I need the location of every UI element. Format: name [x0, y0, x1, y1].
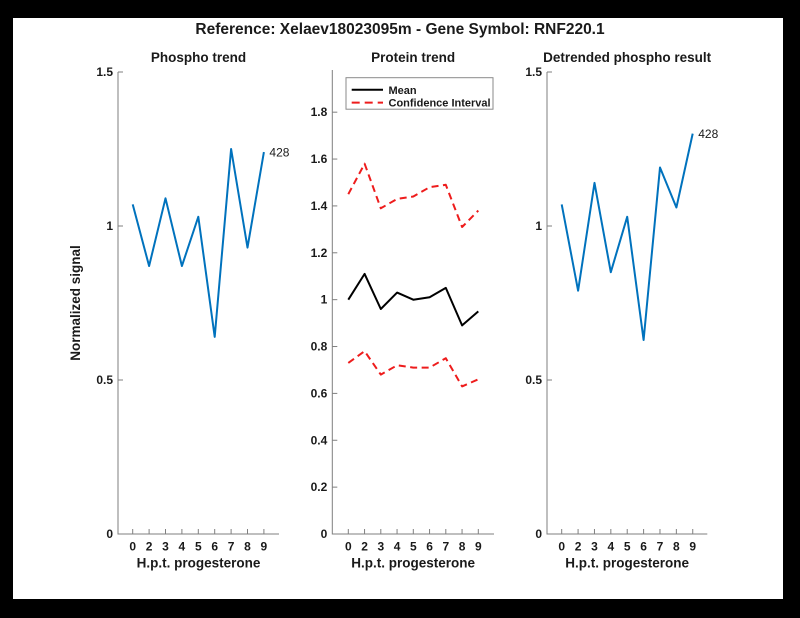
x-tick-label: 3 — [591, 540, 598, 554]
x-tick-label: 7 — [442, 540, 449, 554]
y-tick-label: 0.8 — [311, 340, 328, 354]
series-line — [131, 148, 265, 338]
figure-canvas: Reference: Xelaev18023095m - Gene Symbol… — [68, 21, 719, 571]
series-line — [347, 162, 480, 228]
x-tick-label: 9 — [475, 540, 482, 554]
subplot-title: Detrended phospho result — [543, 50, 712, 65]
y-tick-label: 1 — [106, 219, 113, 233]
y-tick-label: 0.6 — [311, 386, 328, 400]
x-tick-label: 2 — [361, 540, 368, 554]
x-tick-label: 5 — [624, 540, 631, 554]
x-tick-label: 4 — [179, 540, 186, 554]
series-line — [347, 350, 479, 388]
x-tick-label: 3 — [377, 540, 384, 554]
datapoint-annotation: 428 — [698, 127, 718, 141]
y-tick-label: 1.5 — [525, 65, 542, 79]
axis-spines — [331, 70, 494, 535]
y-tick-label: 1.5 — [96, 65, 113, 79]
y-tick-label: 0 — [321, 527, 328, 541]
x-tick-label: 5 — [195, 540, 202, 554]
x-tick-label: 6 — [640, 540, 647, 554]
series-line — [560, 133, 694, 341]
axis-spines — [117, 72, 279, 535]
y-tick-label: 0 — [535, 527, 542, 541]
x-tick-label: 3 — [162, 540, 169, 554]
x-tick-label: 7 — [228, 540, 235, 554]
x-tick-label: 9 — [689, 540, 696, 554]
y-tick-label: 1.2 — [311, 246, 328, 260]
y-tick-label: 1.6 — [311, 152, 328, 166]
subplot-title: Protein trend — [371, 50, 455, 65]
figure-title: Reference: Xelaev18023095m - Gene Symbol… — [195, 21, 605, 38]
x-axis-label: H.p.t. progesterone — [137, 556, 261, 571]
x-tick-label: 0 — [345, 540, 352, 554]
axis-spines — [546, 72, 708, 535]
y-tick-label: 1.8 — [311, 105, 328, 119]
legend-box — [345, 77, 494, 110]
x-tick-label: 6 — [211, 540, 218, 554]
legend-entry-label: Mean — [389, 85, 417, 97]
y-tick-label: 1 — [535, 219, 542, 233]
y-tick-label: 1.4 — [311, 199, 328, 213]
y-tick-label: 0.5 — [525, 373, 542, 387]
x-tick-label: 2 — [146, 540, 153, 554]
x-tick-label: 8 — [244, 540, 251, 554]
x-axis-label: H.p.t. progesterone — [351, 556, 475, 571]
y-tick-label: 1 — [321, 293, 328, 307]
x-tick-label: 8 — [673, 540, 680, 554]
x-tick-label: 8 — [459, 540, 466, 554]
subplot-title: Phospho trend — [151, 50, 246, 65]
x-tick-label: 0 — [129, 540, 136, 554]
y-axis-label: Normalized signal — [68, 245, 83, 361]
x-tick-label: 7 — [657, 540, 664, 554]
series-line — [347, 272, 479, 327]
x-tick-label: 6 — [426, 540, 433, 554]
x-tick-label: 4 — [607, 540, 614, 554]
y-tick-label: 0.4 — [311, 433, 328, 447]
x-tick-label: 0 — [558, 540, 565, 554]
subplot-protein-trend: 00.20.40.60.811.21.41.61.80 2 3 4 5 6 7 8 9Prote… — [311, 50, 494, 571]
x-tick-label: 5 — [410, 540, 417, 554]
x-tick-label: 2 — [575, 540, 582, 554]
datapoint-annotation: 428 — [269, 146, 289, 160]
x-axis-label: H.p.t. progesterone — [565, 556, 689, 571]
y-tick-label: 0.2 — [311, 480, 328, 494]
y-tick-label: 0 — [106, 527, 113, 541]
x-tick-label: 9 — [261, 540, 268, 554]
y-tick-label: 0.5 — [96, 373, 113, 387]
legend-entry-label: Confidence Interval — [389, 98, 491, 110]
x-tick-label: 4 — [394, 540, 401, 554]
matlab-figure-window: Reference: Xelaev18023095m - Gene Symbol… — [13, 18, 783, 599]
